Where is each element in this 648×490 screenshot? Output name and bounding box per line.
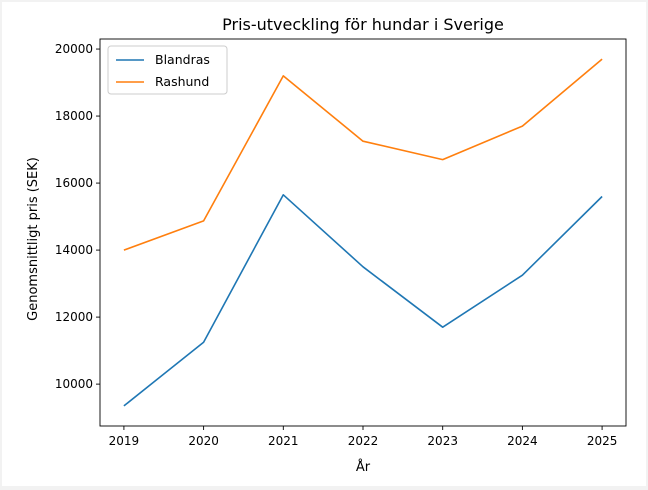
series-line-blandras (124, 195, 602, 406)
y-axis-label: Genomsnittligt pris (SEK) (26, 157, 41, 321)
chart-title: Pris-utveckling för hundar i Sverige (222, 15, 504, 34)
y-tick-label-16000: 16000 (55, 176, 93, 190)
axes-frame (100, 39, 626, 426)
legend-label-rashund: Rashund (155, 74, 209, 89)
x-axis-label: År (356, 459, 371, 475)
x-tick-label-2024: 2024 (507, 434, 538, 448)
x-tick-label-2021: 2021 (268, 434, 299, 448)
y-tick-label-14000: 14000 (55, 243, 93, 257)
x-tick-label-2019: 2019 (109, 434, 140, 448)
y-tick-label-18000: 18000 (55, 109, 93, 123)
y-tick-label-12000: 12000 (55, 310, 93, 324)
legend-label-blandras: Blandras (155, 52, 210, 67)
x-tick-label-2023: 2023 (427, 434, 458, 448)
x-tick-label-2025: 2025 (587, 434, 618, 448)
x-tick-label-2022: 2022 (348, 434, 379, 448)
y-tick-label-20000: 20000 (55, 42, 93, 56)
plot-area: 2019 2020 2021 2022 2023 2024 2025 10000 12000 14… (55, 39, 626, 448)
y-tick-label-10000: 10000 (55, 377, 93, 391)
x-tick-label-2020: 2020 (188, 434, 219, 448)
